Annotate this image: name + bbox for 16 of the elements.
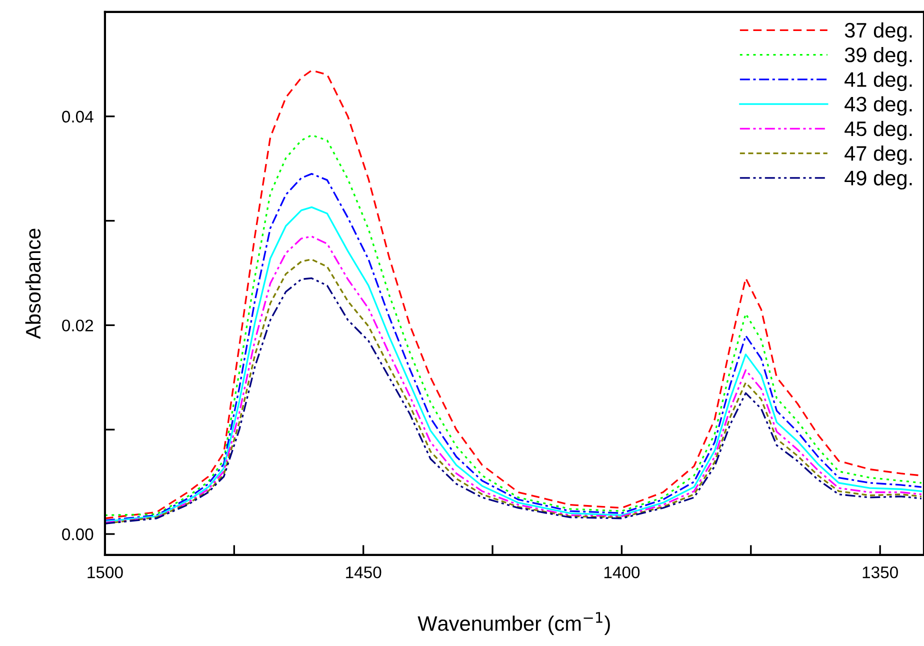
y-tick-label: 0.04	[62, 110, 94, 123]
x-axis-title: Wavenumber (cm$^{−1}$)	[418, 612, 610, 636]
legend-label: 47 deg.	[844, 146, 912, 165]
legend-label: 37 deg.	[844, 22, 912, 42]
legend-label: 45 deg.	[844, 120, 912, 140]
x-tick-label: 1450	[346, 566, 382, 578]
x-tick-label: 1400	[604, 566, 640, 578]
x-tick-label: 1350	[862, 566, 898, 578]
legend-label: 43 deg.	[844, 96, 912, 116]
legend-label: 39 deg.	[844, 46, 912, 66]
y-tick-label: 0.02	[62, 320, 94, 332]
x-tick-label: 1500	[88, 566, 123, 578]
legend-label: 41 deg.	[844, 72, 912, 92]
legend-label: 49 deg.	[844, 170, 912, 190]
y-tick-label: 0.00	[62, 528, 94, 540]
y-axis-title: Absorbance	[25, 228, 41, 339]
